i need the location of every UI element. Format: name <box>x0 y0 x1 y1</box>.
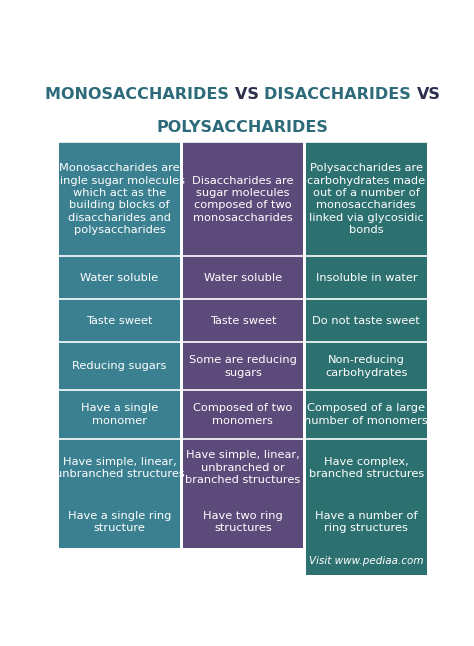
Bar <box>306 390 427 439</box>
Text: Have two ring
structures: Have two ring structures <box>203 511 283 534</box>
Text: Insoluble in water: Insoluble in water <box>316 273 417 283</box>
Text: Water soluble: Water soluble <box>204 273 282 283</box>
Text: Have a number of
ring structures: Have a number of ring structures <box>315 511 418 534</box>
Text: MONOSACCHARIDES: MONOSACCHARIDES <box>46 87 235 103</box>
Text: Reducing sugars: Reducing sugars <box>73 361 167 371</box>
Text: Polysaccharides are
carbohydrates made
out of a number of
monosaccharides
linked: Polysaccharides are carbohydrates made o… <box>307 163 426 235</box>
Text: Composed of two
monomers: Composed of two monomers <box>193 403 292 426</box>
Bar <box>306 548 427 575</box>
Text: VS: VS <box>235 87 264 103</box>
Text: Composed of a large
number of monomers: Composed of a large number of monomers <box>304 403 428 426</box>
Text: DISACCHARIDES: DISACCHARIDES <box>264 87 417 103</box>
Bar <box>59 439 180 497</box>
Bar <box>59 256 180 299</box>
Bar <box>182 390 303 439</box>
Bar <box>182 342 303 390</box>
Text: Monosaccharides are
single sugar molecules
which act as the
building blocks of
d: Monosaccharides are single sugar molecul… <box>54 163 185 235</box>
Bar <box>182 439 303 497</box>
Text: Disaccharides are
sugar molecules
composed of two
monosaccharides: Disaccharides are sugar molecules compos… <box>192 176 294 223</box>
Text: POLYSACCHARIDES: POLYSACCHARIDES <box>157 120 329 135</box>
Bar <box>182 497 303 548</box>
Text: Taste sweet: Taste sweet <box>86 316 153 326</box>
Bar <box>59 299 180 342</box>
Text: Have a single ring
structure: Have a single ring structure <box>68 511 171 534</box>
Text: Have a single
monomer: Have a single monomer <box>81 403 158 426</box>
Bar <box>306 342 427 390</box>
Text: Non-reducing
carbohydrates: Non-reducing carbohydrates <box>325 355 408 378</box>
Text: Do not taste sweet: Do not taste sweet <box>312 316 420 326</box>
Bar <box>306 439 427 497</box>
Text: Some are reducing
sugars: Some are reducing sugars <box>189 355 297 378</box>
Text: Water soluble: Water soluble <box>81 273 159 283</box>
Text: Visit www.pediaa.com: Visit www.pediaa.com <box>309 556 424 567</box>
Bar <box>306 256 427 299</box>
Text: Have simple, linear,
unbranched or
branched structures: Have simple, linear, unbranched or branc… <box>185 450 301 485</box>
Bar <box>182 142 303 256</box>
Bar <box>306 299 427 342</box>
Bar <box>182 256 303 299</box>
Text: VS: VS <box>417 87 440 103</box>
Bar <box>306 142 427 256</box>
Text: Taste sweet: Taste sweet <box>210 316 276 326</box>
Bar <box>182 299 303 342</box>
Text: Have complex,
branched structures: Have complex, branched structures <box>309 457 424 479</box>
Bar <box>59 142 180 256</box>
Bar <box>59 497 180 548</box>
Bar <box>59 390 180 439</box>
Text: Have simple, linear,
unbranched structures: Have simple, linear, unbranched structur… <box>55 457 184 479</box>
Bar <box>59 342 180 390</box>
Bar <box>306 497 427 548</box>
